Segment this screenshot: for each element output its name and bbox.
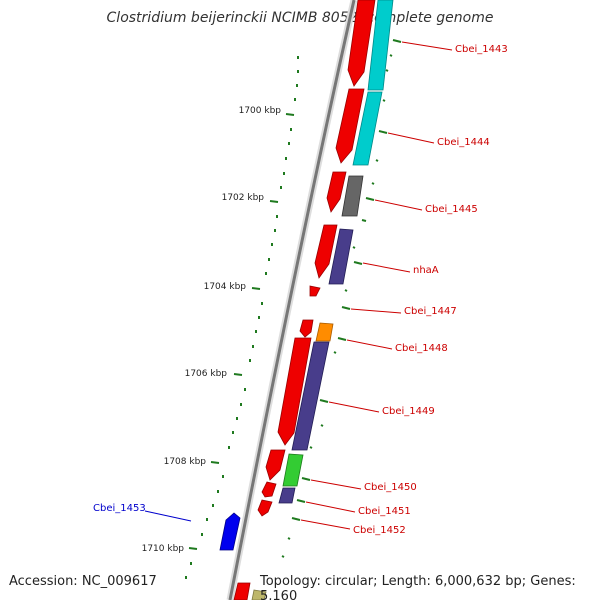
genome-backbone-line <box>228 0 356 600</box>
label-leader-reverse <box>144 510 192 522</box>
scale-label-1708: 1708 kbp <box>164 457 207 467</box>
scale-label-1702: 1702 kbp <box>222 193 265 203</box>
scale-major-ticks <box>188 113 295 550</box>
scale-labels: 1700 kbp 1702 kbp 1704 kbp 1706 kbp 1708… <box>142 106 282 554</box>
map-title: Clostridium beijerinckii NCIMB 8052, com… <box>106 10 494 26</box>
cds-arrow <box>257 499 273 517</box>
gene-label-cbei-1448: Cbei_1448 <box>395 343 448 354</box>
scale-label-1700: 1700 kbp <box>239 106 282 116</box>
gene-labels: Cbei_1443 Cbei_1444 Cbei_1445 nhaA Cbei_… <box>93 44 508 536</box>
cds-arrow <box>299 319 314 338</box>
scale-label-1704: 1704 kbp <box>204 282 247 292</box>
slate-gene <box>278 487 296 504</box>
cds-arrow <box>326 171 347 213</box>
cyan-gene <box>367 0 394 91</box>
orange-gene <box>315 322 334 342</box>
slate-gene <box>328 228 354 285</box>
green-gene <box>282 453 304 487</box>
khaki-gene <box>251 589 267 600</box>
gene-ticks <box>281 39 402 558</box>
gene-label-cbei-1445: Cbei_1445 <box>425 204 478 215</box>
gene-label-cbei-1451: Cbei_1451 <box>358 506 411 517</box>
gene-label-cbei-1444: Cbei_1444 <box>437 137 490 148</box>
gene-label-cbei-1452: Cbei_1452 <box>353 525 406 536</box>
gene-label-cbei-1447: Cbei_1447 <box>404 306 457 317</box>
scale-track <box>185 56 299 579</box>
gene-label-cbei-1453: Cbei_1453 <box>93 503 146 514</box>
gene-label-cbei-1449: Cbei_1449 <box>382 406 435 417</box>
gray-gene <box>341 175 364 217</box>
cds-arrows <box>233 0 376 600</box>
cds-arrow <box>277 337 312 446</box>
accession-text: Accession: NC_009617 <box>9 574 157 589</box>
gene-label-nhaa: nhaA <box>413 265 439 276</box>
cds-arrow <box>335 88 365 164</box>
label-leaders <box>300 41 453 530</box>
gene-label-cbei-1443: Cbei_1443 <box>455 44 508 55</box>
slate-gene <box>291 341 330 451</box>
scale-label-1710: 1710 kbp <box>142 544 185 554</box>
outer-genes <box>219 0 394 600</box>
cds-arrow <box>309 285 321 297</box>
gene-label-cbei-1450: Cbei_1450 <box>364 482 417 493</box>
topology-text: Topology: circular; Length: 6,000,632 bp… <box>260 574 576 600</box>
scale-label-1706: 1706 kbp <box>185 369 228 379</box>
cds-arrow <box>233 582 251 600</box>
cyan-gene <box>352 91 383 166</box>
reverse-gene-blue <box>219 512 241 551</box>
cds-arrow <box>347 0 376 87</box>
cds-arrow <box>261 481 277 498</box>
cds-arrow <box>314 224 338 279</box>
cds-arrow <box>265 449 286 481</box>
